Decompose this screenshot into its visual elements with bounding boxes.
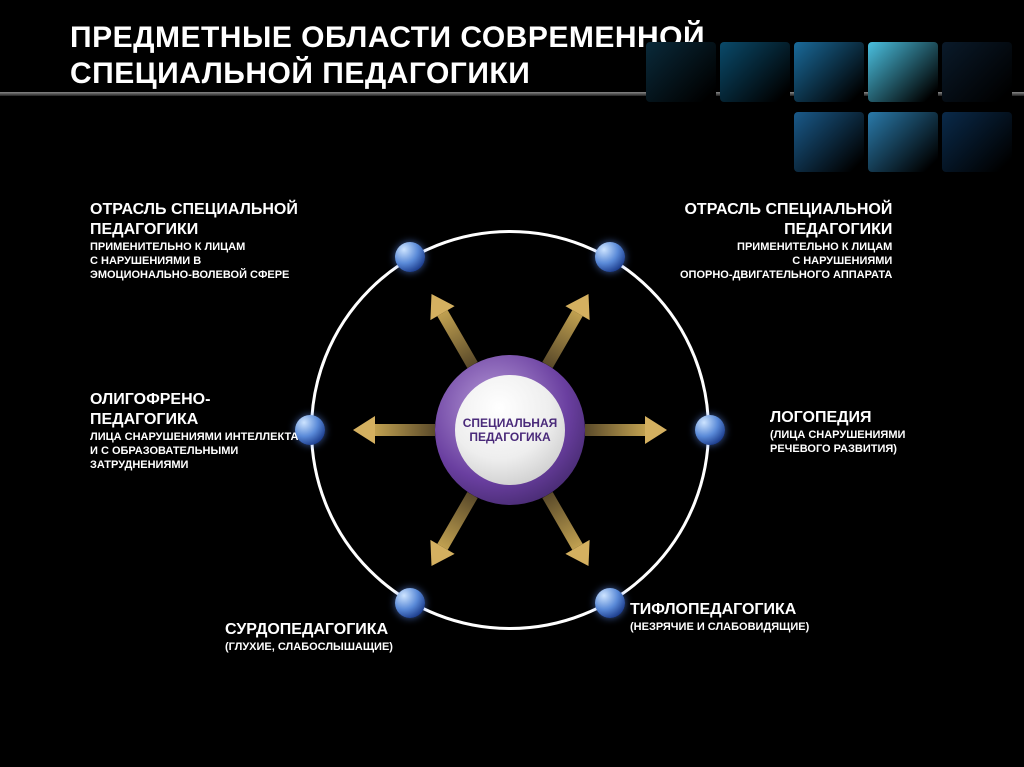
title-line1: ПРЕДМЕТНЫЕ ОБЛАСТИ СОВРЕМЕННОЙ — [70, 20, 705, 56]
diagram-node — [395, 588, 425, 618]
diagram-node — [695, 415, 725, 445]
decor-tile — [794, 112, 864, 172]
decor-tile — [868, 42, 938, 102]
decor-tile — [646, 112, 716, 172]
label-sub: ПРИМЕНИТЕЛЬНО К ЛИЦАМС НАРУШЕНИЯМИОПОРНО… — [680, 241, 892, 282]
center-hub: СПЕЦИАЛЬНАЯ ПЕДАГОГИКА — [435, 355, 585, 505]
decor-tile — [942, 112, 1012, 172]
decor-tile — [720, 112, 790, 172]
label-main: ЛОГОПЕДИЯ — [770, 408, 905, 428]
decor-tile — [794, 42, 864, 102]
diagram-node — [295, 415, 325, 445]
arrow-head — [353, 416, 375, 444]
label-bot-left: СУРДОПЕДАГОГИКА(ГЛУХИЕ, СЛАБОСЛЫШАЩИЕ) — [225, 620, 393, 655]
diagram-node — [595, 588, 625, 618]
label-main: ОТРАСЛЬ СПЕЦИАЛЬНОЙПЕДАГОГИКИ — [680, 200, 892, 240]
diagram-node — [595, 242, 625, 272]
label-sub: ЛИЦА СНАРУШЕНИЯМИ ИНТЕЛЛЕКТА И С ОБРАЗОВ… — [90, 431, 298, 472]
decor-tile — [646, 42, 716, 102]
arrow-body — [585, 424, 645, 436]
label-bot-right: ТИФЛОПЕДАГОГИКА(НЕЗРЯЧИЕ И СЛАБОВИДЯЩИЕ) — [630, 600, 809, 635]
label-sub: (НЕЗРЯЧИЕ И СЛАБОВИДЯЩИЕ) — [630, 621, 809, 635]
label-sub: (ЛИЦА СНАРУШЕНИЯМИРЕЧЕВОГО РАЗВИТИЯ) — [770, 429, 905, 457]
arrow-body — [375, 424, 435, 436]
label-top-right: ОТРАСЛЬ СПЕЦИАЛЬНОЙПЕДАГОГИКИПРИМЕНИТЕЛЬ… — [680, 200, 892, 282]
decor-tile — [720, 42, 790, 102]
title-line2: СПЕЦИАЛЬНОЙ ПЕДАГОГИКИ — [70, 56, 705, 92]
center-line2: ПЕДАГОГИКА — [469, 430, 550, 444]
decor-tile — [942, 42, 1012, 102]
label-main: ТИФЛОПЕДАГОГИКА — [630, 600, 809, 620]
decor-tile — [868, 112, 938, 172]
center-line1: СПЕЦИАЛЬНАЯ — [463, 416, 558, 430]
label-mid-right: ЛОГОПЕДИЯ(ЛИЦА СНАРУШЕНИЯМИРЕЧЕВОГО РАЗВ… — [770, 408, 905, 457]
label-mid-left: ОЛИГОФРЕНО-ПЕДАГОГИКАЛИЦА СНАРУШЕНИЯМИ И… — [90, 390, 298, 472]
label-sub: ПРИМЕНИТЕЛЬНО К ЛИЦАМС НАРУШЕНИЯМИ ВЭМОЦ… — [90, 241, 298, 282]
label-main: ОТРАСЛЬ СПЕЦИАЛЬНОЙПЕДАГОГИКИ — [90, 200, 298, 240]
label-main: ОЛИГОФРЕНО-ПЕДАГОГИКА — [90, 390, 298, 430]
label-top-left: ОТРАСЛЬ СПЕЦИАЛЬНОЙПЕДАГОГИКИПРИМЕНИТЕЛЬ… — [90, 200, 298, 282]
diagram-node — [395, 242, 425, 272]
label-main: СУРДОПЕДАГОГИКА — [225, 620, 393, 640]
arrow-head — [645, 416, 667, 444]
label-sub: (ГЛУХИЕ, СЛАБОСЛЫШАЩИЕ) — [225, 641, 393, 655]
corner-decor — [644, 40, 1024, 180]
center-text: СПЕЦИАЛЬНАЯ ПЕДАГОГИКА — [463, 416, 558, 445]
page-title: ПРЕДМЕТНЫЕ ОБЛАСТИ СОВРЕМЕННОЙ СПЕЦИАЛЬН… — [70, 20, 705, 92]
center-inner: СПЕЦИАЛЬНАЯ ПЕДАГОГИКА — [455, 375, 565, 485]
